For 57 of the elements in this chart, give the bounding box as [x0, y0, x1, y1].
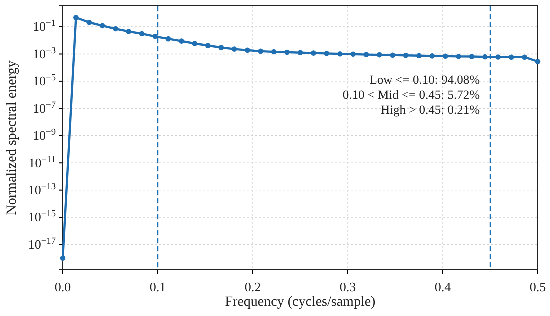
x-tick-label: 0.4	[434, 279, 452, 294]
x-tick-label: 0.5	[530, 279, 546, 294]
x-tick-label: 0.0	[54, 279, 72, 294]
point	[192, 41, 198, 46]
point	[522, 54, 528, 60]
y-tick-label: 10$^{−1}$	[33, 19, 56, 34]
point	[469, 54, 475, 60]
y-tick-label: 10$^{−13}$	[28, 182, 56, 198]
y-tick-label: 10$^{−9}$	[33, 128, 56, 144]
point	[245, 48, 250, 54]
point	[298, 50, 304, 56]
annotation: High > 0.45: 0.21%	[380, 103, 480, 117]
point	[218, 45, 224, 50]
y-tick-label: 10$^{−5}$	[33, 74, 56, 89]
point	[337, 51, 343, 57]
point	[271, 49, 277, 55]
x-tick-label: 0.3	[340, 279, 356, 294]
y-tick-label: 10$^{−7}$	[33, 100, 56, 116]
point	[100, 23, 106, 29]
point	[86, 20, 92, 26]
point	[350, 52, 356, 57]
point	[376, 52, 382, 58]
point	[364, 52, 370, 58]
point	[126, 29, 132, 34]
point	[403, 52, 409, 58]
annotation: 0.10 < Mid <= 0.45: 5.72%	[342, 88, 480, 102]
point	[496, 54, 502, 60]
x-tick-label: 0.2	[244, 279, 262, 294]
point	[482, 54, 488, 60]
point	[232, 46, 238, 52]
x-tick-label: 0.1	[150, 279, 166, 294]
point	[74, 15, 79, 20]
x-axis-title: Frequency (cycles/sample)	[225, 295, 376, 310]
point	[535, 59, 541, 64]
y-tick-label: 10$^{−15}$	[28, 210, 56, 225]
point	[139, 31, 145, 37]
point	[179, 38, 184, 44]
point	[508, 54, 514, 60]
y-tick-label: 10$^{−11}$	[28, 155, 56, 170]
point	[60, 256, 66, 262]
point	[311, 50, 316, 56]
y-tick-label: 10$^{−17}$	[28, 236, 56, 252]
point	[284, 50, 290, 56]
point	[166, 36, 172, 42]
point	[416, 53, 422, 58]
point	[430, 54, 436, 59]
point	[456, 54, 462, 60]
y-tick-label: 10$^{−3}$	[33, 46, 56, 62]
point	[113, 26, 118, 32]
y-axis-title: Normalized spectral energy	[5, 60, 20, 216]
point	[258, 48, 264, 54]
point	[206, 43, 211, 48]
point	[443, 54, 448, 60]
annotation: Low <= 0.10: 94.08%	[370, 73, 480, 87]
point	[152, 34, 158, 40]
point	[390, 52, 396, 58]
point	[324, 51, 330, 56]
